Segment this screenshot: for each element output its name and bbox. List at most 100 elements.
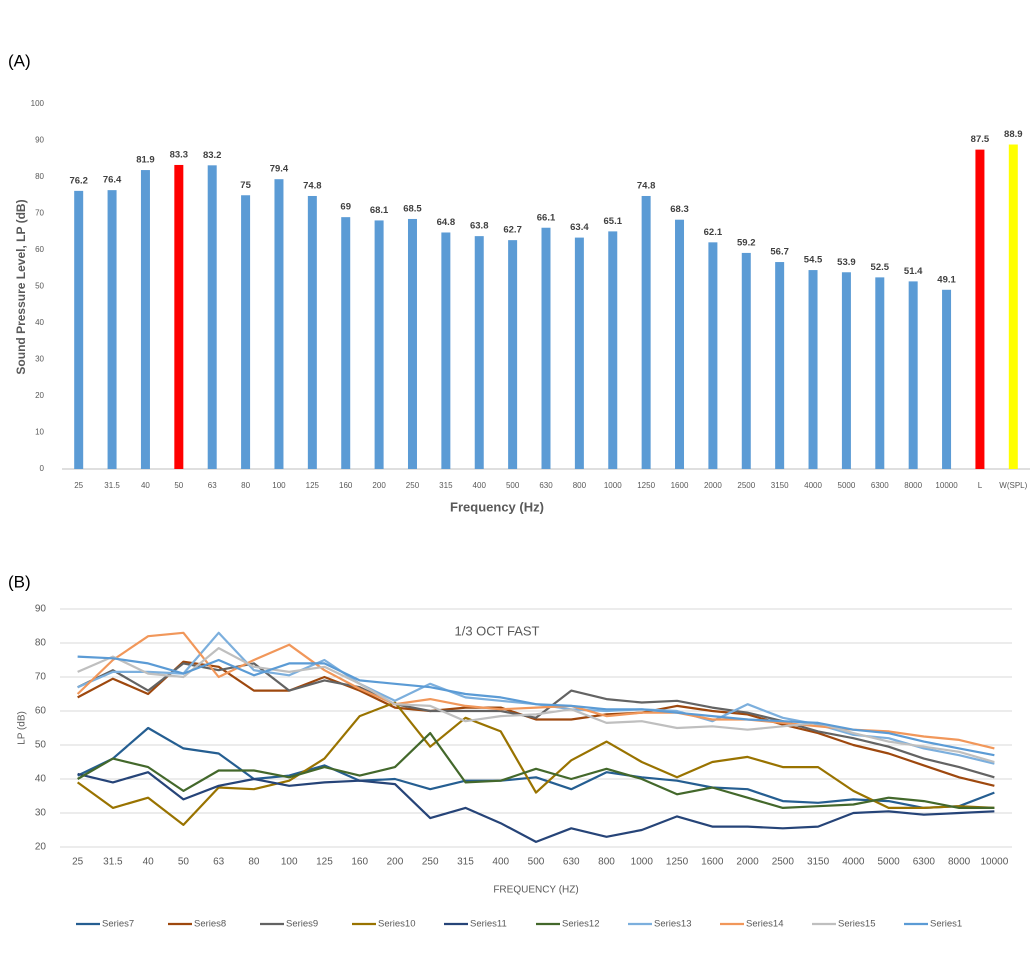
- bar: [307, 195, 317, 470]
- x-tick-label: 630: [539, 481, 553, 490]
- x-tick-label: 3150: [771, 481, 789, 490]
- y-tick-label: 40: [35, 774, 47, 785]
- bar: [140, 170, 150, 469]
- x-tick-label: 200: [372, 481, 386, 490]
- data-label: 68.3: [670, 204, 689, 215]
- x-tick-label: 8000: [948, 857, 971, 868]
- data-label: 53.9: [837, 257, 856, 268]
- legend-label: Series11: [470, 919, 507, 930]
- chart-title: 1/3 OCT FAST: [454, 623, 539, 638]
- x-tick-label: 6300: [913, 857, 936, 868]
- bar: [608, 231, 618, 469]
- legend-label: Series7: [102, 919, 134, 930]
- x-tick-label: 200: [387, 857, 404, 868]
- x-tick-label: 250: [422, 857, 439, 868]
- data-label: 88.9: [1004, 129, 1023, 140]
- x-tick-label: 250: [406, 481, 420, 490]
- x-tick-label: 40: [143, 857, 155, 868]
- bar: [207, 165, 217, 469]
- y-tick-label: 90: [35, 136, 44, 145]
- data-label: 65.1: [604, 216, 623, 227]
- legend-label: Series13: [654, 919, 692, 930]
- data-label: 69: [340, 202, 351, 213]
- x-tick-label: 31.5: [103, 857, 123, 868]
- data-label: 64.8: [437, 217, 456, 228]
- data-label: 83.3: [170, 149, 189, 160]
- y-tick-label: 100: [31, 99, 45, 108]
- x-tick-label: 630: [563, 857, 580, 868]
- x-tick-label: 1000: [631, 857, 654, 868]
- x-tick-label: 6300: [871, 481, 889, 490]
- x-tick-label: 1000: [604, 481, 622, 490]
- x-tick-label: 100: [272, 481, 286, 490]
- x-tick-label: 400: [473, 481, 487, 490]
- legend-label: Series14: [746, 919, 784, 930]
- bar: [74, 190, 84, 469]
- data-label: 75: [240, 180, 251, 191]
- bar: [841, 272, 851, 469]
- data-label: 51.4: [904, 266, 923, 277]
- data-label: 63.8: [470, 221, 489, 232]
- bar: [775, 262, 785, 469]
- data-label: 87.5: [971, 134, 990, 145]
- x-tick-label: 100: [281, 857, 298, 868]
- data-label: 54.5: [804, 255, 823, 266]
- data-label: 59.2: [737, 237, 756, 248]
- x-axis-label: Frequency (Hz): [450, 499, 544, 514]
- x-tick-label: 2000: [736, 857, 759, 868]
- y-tick-label: 30: [35, 355, 44, 364]
- x-tick-label: 500: [506, 481, 520, 490]
- bar: [107, 190, 117, 469]
- x-tick-label: 50: [178, 857, 190, 868]
- y-tick-label: 20: [35, 391, 44, 400]
- series-line: [77, 660, 995, 787]
- x-tick-label: 63: [213, 857, 225, 868]
- x-tick-label: W(SPL): [999, 481, 1027, 490]
- x-tick-label: 31.5: [104, 481, 120, 490]
- y-tick-label: 90: [35, 604, 47, 615]
- data-label: 76.2: [69, 175, 88, 186]
- x-tick-label: 400: [492, 857, 509, 868]
- legend-label: Series1: [930, 919, 962, 930]
- y-tick-label: 50: [35, 740, 47, 751]
- x-tick-label: 50: [174, 481, 183, 490]
- data-label: 74.8: [303, 180, 322, 191]
- data-label: 68.5: [403, 203, 422, 214]
- bar: [675, 219, 685, 469]
- series-line: [77, 631, 995, 765]
- data-label: 79.4: [270, 164, 289, 175]
- x-tick-label: 315: [439, 481, 453, 490]
- y-tick-label: 40: [35, 318, 44, 327]
- bar: [1008, 144, 1018, 469]
- x-tick-label: 5000: [838, 481, 856, 490]
- bar: [341, 217, 351, 469]
- series-line: [77, 732, 995, 809]
- series-line: [77, 726, 995, 809]
- legend-label: Series8: [194, 919, 226, 930]
- x-tick-label: 160: [339, 481, 353, 490]
- panel-label: (B): [8, 572, 31, 591]
- bar: [274, 179, 284, 469]
- data-label: 56.7: [770, 247, 789, 258]
- bar: [942, 289, 952, 469]
- x-tick-label: 800: [598, 857, 615, 868]
- data-label: 62.7: [503, 225, 522, 236]
- series-line: [77, 647, 995, 764]
- y-tick-label: 80: [35, 172, 44, 181]
- data-label: 62.1: [704, 227, 723, 238]
- bar: [407, 218, 417, 469]
- y-tick-label: 60: [35, 245, 44, 254]
- bar: [975, 149, 985, 469]
- x-tick-label: 80: [241, 481, 250, 490]
- x-tick-label: 4000: [842, 857, 865, 868]
- y-tick-label: 70: [35, 672, 47, 683]
- x-tick-label: 160: [351, 857, 368, 868]
- x-tick-label: L: [978, 481, 983, 490]
- bar: [441, 232, 451, 469]
- bar: [508, 240, 518, 469]
- x-tick-label: 25: [72, 857, 84, 868]
- y-axis-label: LP (dB): [17, 711, 28, 745]
- x-tick-label: 5000: [877, 857, 900, 868]
- data-label: 76.4: [103, 175, 122, 186]
- bar: [474, 236, 484, 469]
